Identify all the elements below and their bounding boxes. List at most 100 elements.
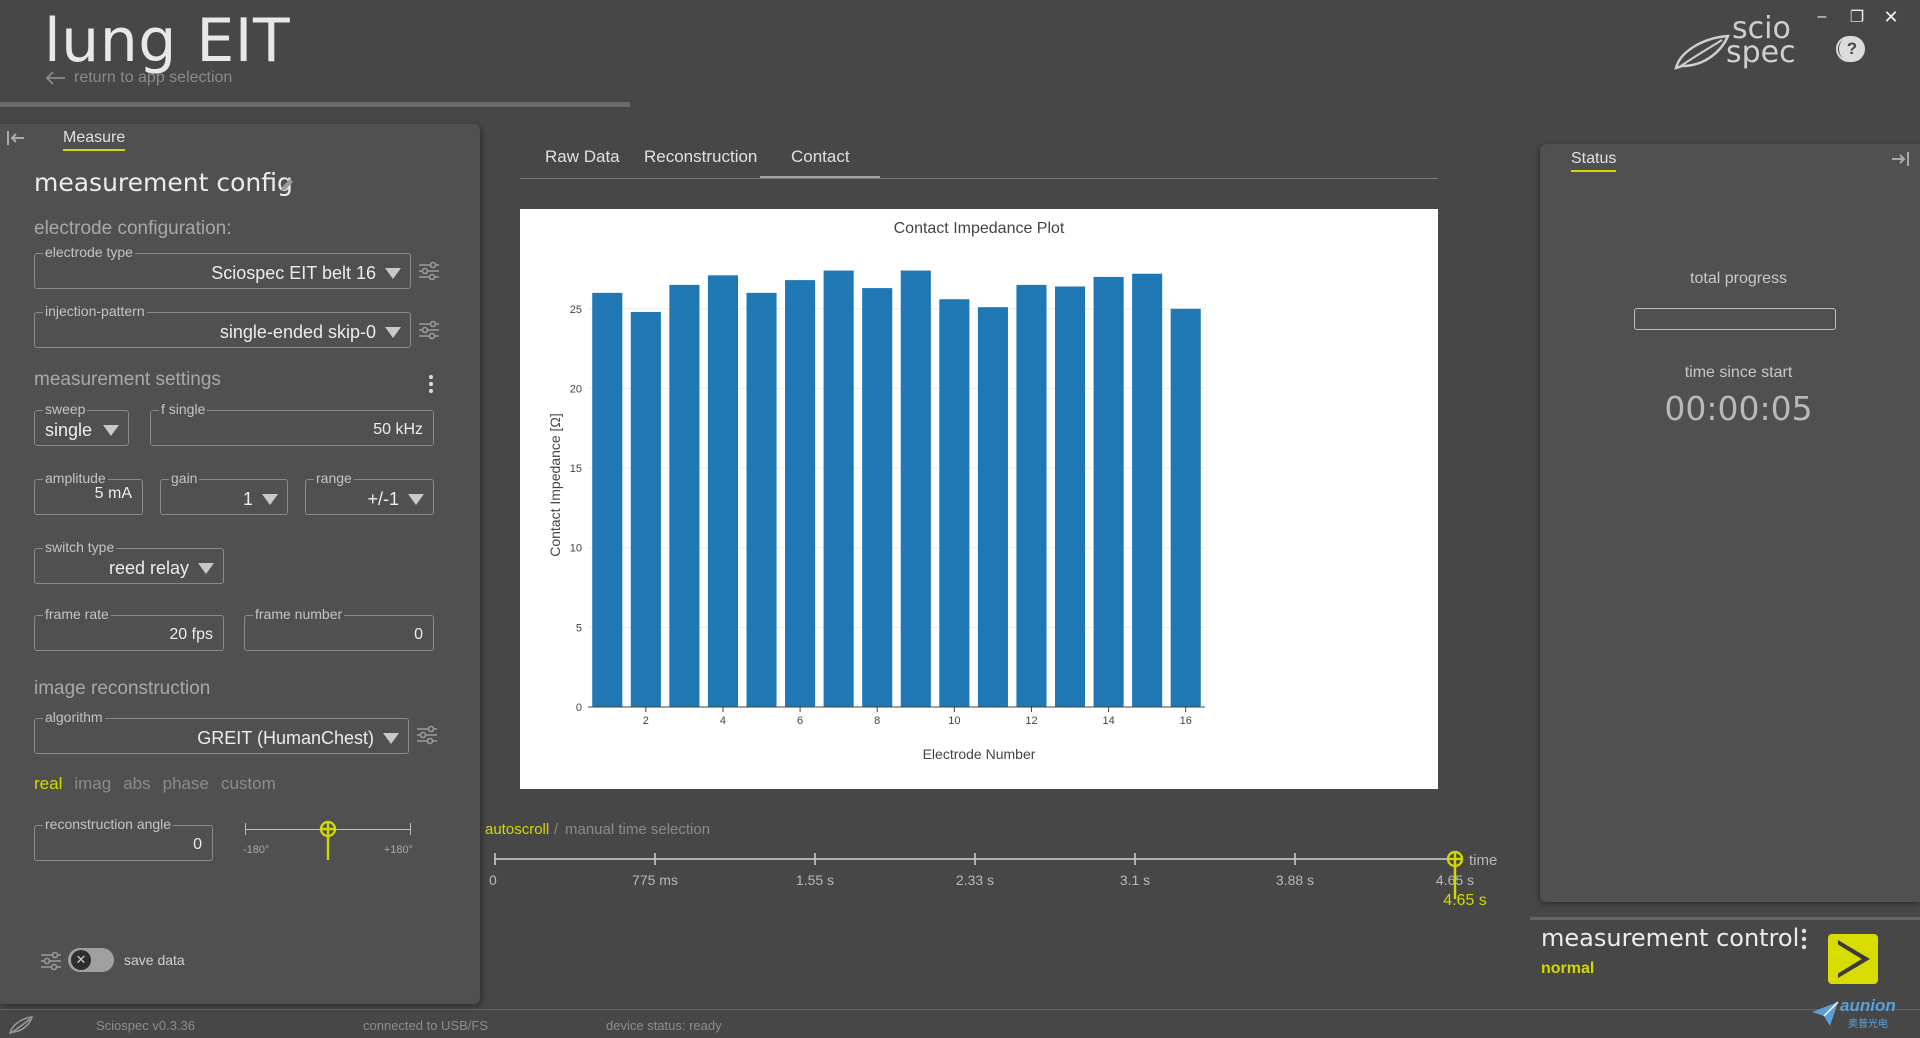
tab-imag[interactable]: imag bbox=[74, 774, 112, 793]
start-measurement-button[interactable] bbox=[1828, 934, 1878, 984]
save-data-label: save data bbox=[124, 952, 185, 968]
sciospec-logo: scio spec bbox=[1672, 14, 1796, 72]
total-progress-label: total progress bbox=[1690, 270, 1787, 287]
restore-icon[interactable]: ❐ bbox=[1849, 9, 1865, 26]
range-value: +/-1 bbox=[367, 489, 399, 509]
more-vertical-icon[interactable] bbox=[427, 374, 435, 394]
tab-status[interactable]: Status bbox=[1571, 150, 1617, 172]
chevron-down-icon bbox=[262, 494, 278, 505]
settings-sliders-icon[interactable] bbox=[418, 320, 440, 340]
time-slider[interactable]: 0 775 ms 1.55 s 2.33 s 3.1 s 3.88 s 4.65 s time… bbox=[480, 840, 1520, 920]
bar-electrode-3[interactable] bbox=[669, 284, 700, 707]
bar-electrode-2[interactable] bbox=[630, 311, 661, 707]
reconstruction-angle-input[interactable]: reconstruction angle 0 bbox=[34, 816, 213, 861]
contact-impedance-chart: Contact Impedance Plot Electrode Number … bbox=[520, 209, 1438, 789]
total-progress-bar bbox=[1634, 308, 1836, 330]
algorithm-select[interactable]: algorithm GREIT (HumanChest) bbox=[34, 709, 409, 754]
frame-number-label: frame number bbox=[253, 606, 345, 622]
settings-sliders-icon[interactable] bbox=[40, 951, 62, 971]
close-icon: ✕ bbox=[71, 950, 91, 970]
range-select[interactable]: range +/-1 bbox=[305, 470, 434, 515]
bar-electrode-9[interactable] bbox=[900, 270, 931, 707]
timeline-handle[interactable] bbox=[1446, 850, 1464, 899]
bar-electrode-11[interactable] bbox=[977, 307, 1008, 707]
switch-type-label: switch type bbox=[43, 539, 117, 555]
amplitude-label: amplitude bbox=[43, 470, 108, 486]
bar-electrode-14[interactable] bbox=[1093, 276, 1124, 707]
amplitude-value: 5 mA bbox=[94, 485, 132, 502]
tab-real[interactable]: real bbox=[34, 774, 63, 793]
pencil-icon[interactable] bbox=[278, 176, 296, 194]
tab-phase[interactable]: phase bbox=[162, 774, 209, 793]
f-single-input[interactable]: f single 50 kHz bbox=[150, 401, 434, 446]
bar-electrode-8[interactable] bbox=[862, 288, 893, 707]
electrode-type-select[interactable]: electrode type Sciospec EIT belt 16 bbox=[34, 244, 411, 289]
slider-min-label: -180° bbox=[243, 844, 270, 856]
frame-rate-value: 20 fps bbox=[169, 626, 213, 643]
injection-pattern-select[interactable]: injection-pattern single-ended skip-0 bbox=[34, 303, 411, 348]
x-tick-label: 14 bbox=[1102, 715, 1114, 727]
y-tick-label: 25 bbox=[570, 304, 582, 316]
active-tab-indicator bbox=[760, 176, 880, 178]
bar-electrode-1[interactable] bbox=[592, 292, 623, 707]
y-tick-label: 5 bbox=[576, 622, 582, 634]
manual-time-selection-toggle[interactable]: manual time selection bbox=[565, 821, 711, 838]
settings-section-heading: measurement settings bbox=[34, 369, 221, 390]
sweep-select[interactable]: sweep single bbox=[34, 401, 129, 446]
bar-electrode-7[interactable] bbox=[823, 270, 854, 707]
tab-reconstruction[interactable]: Reconstruction bbox=[644, 147, 758, 166]
bar-electrode-13[interactable] bbox=[1054, 286, 1086, 707]
minimize-icon[interactable]: – bbox=[1817, 8, 1827, 25]
gain-label: gain bbox=[169, 470, 200, 486]
logo-text-top: scio bbox=[1732, 11, 1791, 46]
x-tick-label: 4 bbox=[720, 715, 726, 727]
gain-select[interactable]: gain 1 bbox=[160, 470, 288, 515]
help-icon[interactable]: ? bbox=[1839, 36, 1865, 62]
electrode-type-label: electrode type bbox=[43, 244, 135, 260]
measurement-control-title: measurement control bbox=[1541, 924, 1800, 952]
frame-rate-input[interactable]: frame rate 20 fps bbox=[34, 606, 224, 651]
bar-electrode-15[interactable] bbox=[1132, 273, 1163, 707]
tab-measure[interactable]: Measure bbox=[63, 129, 126, 151]
y-tick-label: 10 bbox=[570, 543, 582, 555]
leaf-logo-icon bbox=[1674, 34, 1730, 70]
bar-electrode-12[interactable] bbox=[1016, 284, 1047, 707]
bar-electrode-4[interactable] bbox=[707, 275, 739, 707]
close-icon[interactable]: ✕ bbox=[1883, 6, 1899, 27]
switch-type-select[interactable]: switch type reed relay bbox=[34, 539, 224, 584]
tab-contact[interactable]: Contact bbox=[791, 147, 850, 166]
angle-slider[interactable]: -180° +180° bbox=[243, 820, 413, 864]
watermark-subtext: 奥普光电 bbox=[1848, 1019, 1888, 1030]
settings-sliders-icon[interactable] bbox=[418, 261, 440, 281]
bar-electrode-16[interactable] bbox=[1170, 308, 1201, 707]
amplitude-input[interactable]: amplitude 5 mA bbox=[34, 470, 143, 515]
x-tick-label: 6 bbox=[797, 715, 803, 727]
collapse-panel-right-icon[interactable] bbox=[1890, 150, 1910, 168]
settings-sliders-icon[interactable] bbox=[416, 725, 438, 745]
frame-rate-label: frame rate bbox=[43, 606, 111, 622]
collapse-panel-left-icon[interactable] bbox=[6, 129, 26, 147]
bar-electrode-6[interactable] bbox=[785, 280, 816, 707]
measurement-mode[interactable]: normal bbox=[1541, 960, 1595, 977]
frame-number-value: 0 bbox=[414, 626, 423, 643]
tab-custom[interactable]: custom bbox=[220, 774, 276, 793]
slider-handle[interactable] bbox=[318, 820, 338, 860]
return-label: return to app selection bbox=[74, 69, 233, 86]
watermark-text: aunion bbox=[1840, 996, 1896, 1015]
return-to-app-selection-link[interactable]: return to app selection bbox=[44, 69, 232, 87]
injection-pattern-label: injection-pattern bbox=[43, 303, 147, 319]
left-panel: Measure measurement config electrode con… bbox=[0, 124, 480, 1004]
x-tick-label: 8 bbox=[874, 715, 880, 727]
sweep-label: sweep bbox=[43, 401, 88, 417]
timeline-tick-label: 1.55 s bbox=[796, 872, 834, 888]
tab-abs[interactable]: abs bbox=[123, 774, 151, 793]
more-vertical-icon[interactable] bbox=[1800, 928, 1808, 950]
measurement-control-divider bbox=[1530, 917, 1920, 920]
frame-number-input[interactable]: frame number 0 bbox=[244, 606, 434, 651]
bar-electrode-10[interactable] bbox=[939, 299, 970, 707]
save-data-toggle[interactable]: ✕ bbox=[68, 948, 114, 972]
bar-electrode-5[interactable] bbox=[746, 292, 777, 707]
tab-raw-data[interactable]: Raw Data bbox=[545, 147, 620, 166]
timeline-axis-label: time bbox=[1469, 852, 1497, 869]
autoscroll-toggle[interactable]: autoscroll bbox=[485, 821, 550, 838]
